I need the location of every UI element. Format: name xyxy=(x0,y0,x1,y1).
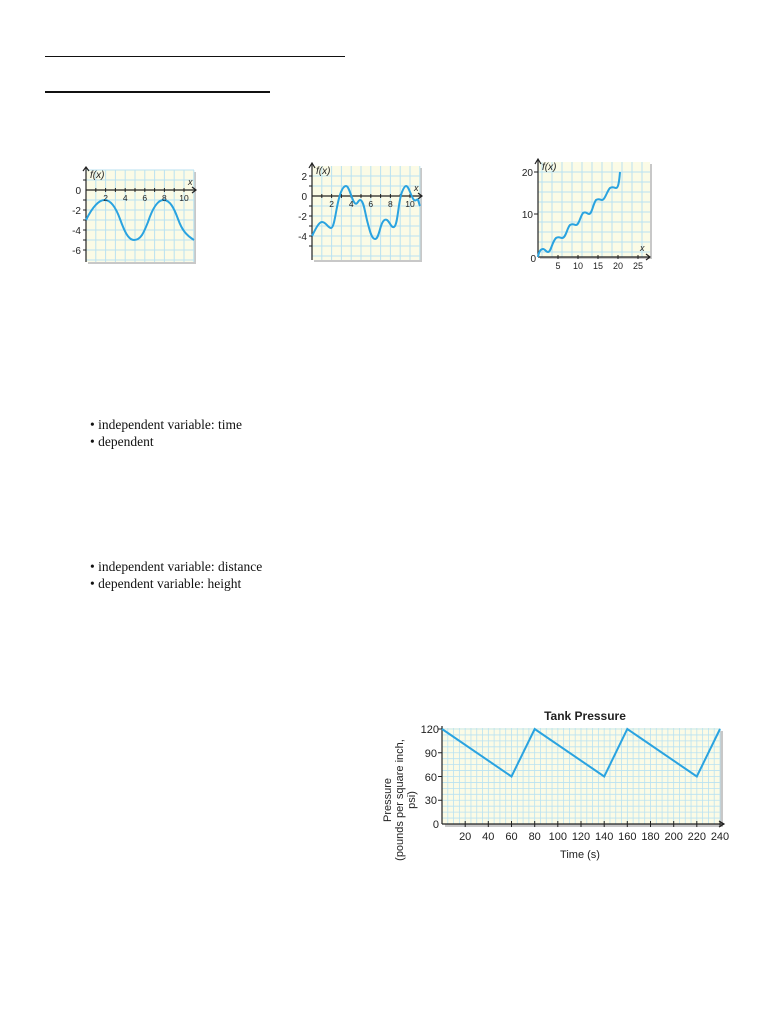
x-tick: 100 xyxy=(549,831,567,843)
bullet-item: • dependent variable: height xyxy=(90,576,242,591)
x-tick: 20 xyxy=(613,261,623,271)
bullet-list-2: • independent variable: distance • depen… xyxy=(90,558,262,592)
graph-c-xlabel: x xyxy=(639,243,645,253)
x-tick: 200 xyxy=(665,831,683,843)
tank-pressure-chart: Tank Pressure 0 30 60 90 120 20 40 60 80… xyxy=(375,700,745,870)
blank-answer-line-2 xyxy=(45,91,270,93)
graph-c-increasing: f(x) x 5 10 15 20 25 0 10 20 xyxy=(514,157,660,277)
x-tick: 240 xyxy=(711,831,729,843)
y-tick: 0 xyxy=(433,819,439,831)
y-tick: 2 xyxy=(301,172,307,183)
x-tick: 10 xyxy=(573,261,583,271)
y-tick: 0 xyxy=(75,186,81,197)
graph-c-ylabel: f(x) xyxy=(542,162,556,173)
bullet-list-1: • independent variable: time • dependent xyxy=(90,416,242,450)
bullet-item: • independent variable: distance xyxy=(90,559,263,574)
x-tick: 10 xyxy=(405,199,415,209)
bullet-item: • independent variable: time xyxy=(90,417,243,432)
graph-a-svg: f(x) x 2 4 6 8 10 0 -2 -4 -6 xyxy=(72,166,197,264)
x-tick: 20 xyxy=(459,831,471,843)
y-tick: -4 xyxy=(298,232,307,243)
y-tick: 20 xyxy=(522,168,534,179)
x-tick: 120 xyxy=(572,831,590,843)
x-tick: 160 xyxy=(618,831,636,843)
x-tick: 40 xyxy=(482,831,494,843)
graph-c-svg: f(x) x 5 10 15 20 25 0 10 20 xyxy=(522,157,652,271)
y-tick: -6 xyxy=(72,246,81,257)
x-tick: 80 xyxy=(529,831,541,843)
x-tick: 5 xyxy=(555,261,560,271)
y-tick: 120 xyxy=(421,724,439,736)
bullet-item: • dependent xyxy=(90,434,154,449)
x-tick: 140 xyxy=(595,831,613,843)
y-tick: -2 xyxy=(72,206,81,217)
y-axis-label-line-3: psi) xyxy=(406,791,418,809)
y-tick: 0 xyxy=(530,254,536,265)
x-tick: 10 xyxy=(179,193,189,203)
y-tick: 90 xyxy=(425,748,437,760)
chart-title: Tank Pressure xyxy=(544,709,626,723)
x-tick: 6 xyxy=(368,199,373,209)
x-tick: 220 xyxy=(688,831,706,843)
graph-b-ylabel: f(x) xyxy=(316,166,330,177)
blank-answer-line-1 xyxy=(45,56,345,57)
y-tick: 0 xyxy=(301,192,307,203)
x-tick: 6 xyxy=(142,193,147,203)
y-tick: 30 xyxy=(425,795,437,807)
graph-a-ylabel: f(x) xyxy=(90,170,104,181)
x-tick: 8 xyxy=(162,193,167,203)
x-tick: 4 xyxy=(123,193,128,203)
graph-a-xlabel: x xyxy=(187,177,193,187)
y-tick: -2 xyxy=(298,212,307,223)
x-tick: 180 xyxy=(641,831,659,843)
graph-b-svg: f(x) x 2 4 6 8 10 2 0 -2 -4 xyxy=(298,161,423,262)
x-tick: 2 xyxy=(329,199,334,209)
y-tick: 60 xyxy=(425,772,437,784)
x-tick: 2 xyxy=(103,193,108,203)
y-axis-label-line-2: (pounds per square inch, xyxy=(394,739,406,861)
y-axis-label-line-1: Pressure xyxy=(382,778,394,822)
graph-a-sinusoid: f(x) x 2 4 6 8 10 0 -2 -4 -6 xyxy=(52,164,202,272)
tank-pressure-svg: Tank Pressure 0 30 60 90 120 20 40 60 80… xyxy=(382,709,729,861)
x-tick: 25 xyxy=(633,261,643,271)
graph-b-periodic: f(x) x 2 4 6 8 10 2 0 -2 -4 xyxy=(288,161,428,266)
y-tick: 10 xyxy=(522,210,534,221)
y-tick: -4 xyxy=(72,226,81,237)
x-tick: 60 xyxy=(505,831,517,843)
x-axis-label: Time (s) xyxy=(560,849,600,861)
x-tick: 15 xyxy=(593,261,603,271)
x-tick: 4 xyxy=(349,199,354,209)
graph-b-xlabel: x xyxy=(413,183,419,193)
x-tick: 8 xyxy=(388,199,393,209)
